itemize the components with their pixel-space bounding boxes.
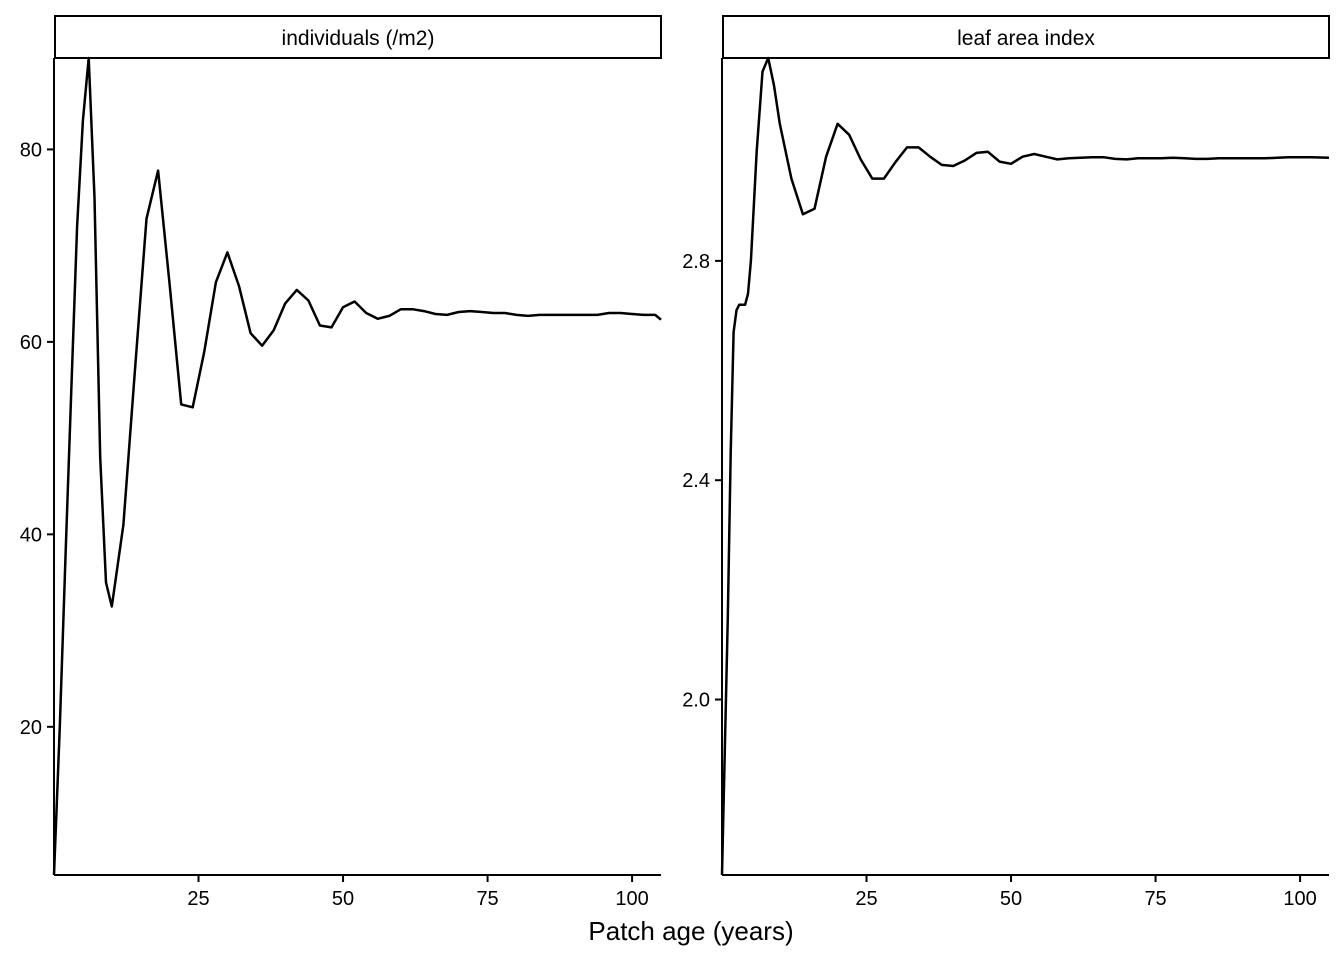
y-tick-label: 40 bbox=[20, 524, 42, 546]
x-tick-label: 100 bbox=[615, 888, 648, 910]
x-tick-label: 100 bbox=[1283, 888, 1316, 910]
x-tick-label: 75 bbox=[1144, 888, 1166, 910]
x-tick-label: 25 bbox=[187, 888, 209, 910]
y-tick-label: 2.8 bbox=[682, 251, 710, 273]
ticks-individuals: 25 50 75 100 20 40 60 80 bbox=[20, 139, 649, 910]
line-leaf-area-index bbox=[720, 56, 1330, 876]
y-tick-label: 80 bbox=[20, 139, 42, 161]
x-tick-label: 50 bbox=[1000, 888, 1022, 910]
x-axis-title: Patch age (years) bbox=[588, 916, 793, 946]
x-tick-label: 25 bbox=[855, 888, 877, 910]
panel-leaf-area-index: leaf area index 25 50 75 100 2.0 2.4 2.8 bbox=[682, 15, 1330, 910]
x-tick-label: 75 bbox=[476, 888, 498, 910]
strip-individuals bbox=[54, 15, 662, 59]
strip-label-individuals: individuals (/m2) bbox=[282, 27, 435, 50]
y-tick-label: 2.0 bbox=[682, 690, 710, 712]
y-tick-label: 20 bbox=[20, 717, 42, 739]
panel-individuals: individuals (/m2) 25 50 75 100 20 40 60 80 bbox=[20, 15, 662, 910]
strip-leaf-area-index bbox=[722, 15, 1330, 59]
y-tick-label: 2.4 bbox=[682, 470, 710, 492]
ticks-leaf-area-index: 25 50 75 100 2.0 2.4 2.8 bbox=[682, 251, 1317, 910]
strip-label-leaf-area-index: leaf area index bbox=[957, 27, 1095, 50]
x-tick-label: 50 bbox=[332, 888, 354, 910]
line-individuals bbox=[52, 56, 662, 876]
y-tick-label: 60 bbox=[20, 332, 42, 354]
